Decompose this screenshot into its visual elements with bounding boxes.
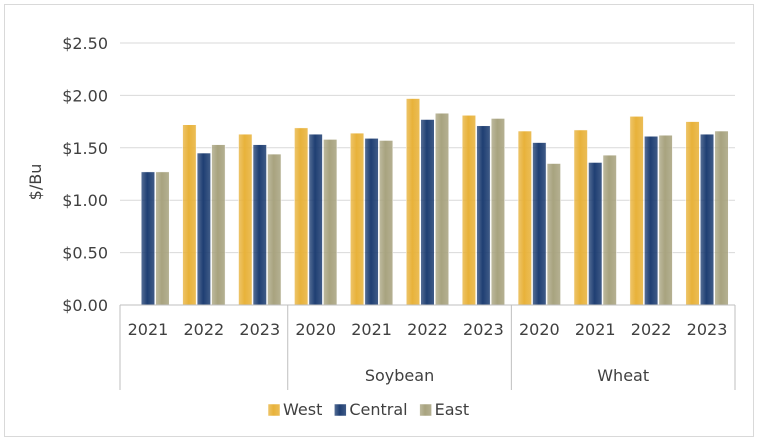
bar-east: [211, 144, 226, 306]
bar-west: [406, 98, 420, 306]
x-tick-label: 2021: [128, 320, 169, 339]
bar-west: [238, 133, 253, 306]
bar-west: [629, 116, 644, 306]
bar-central: [420, 119, 435, 306]
x-tick-label: 2022: [631, 320, 672, 339]
legend-swatch-west: [267, 403, 281, 417]
bar-east: [323, 139, 338, 306]
bar-west: [573, 129, 588, 306]
bar-chart: $0.00$0.50$1.00$1.50$2.00$2.50 2021 2022 2…: [26, 34, 736, 419]
bar-central: [700, 133, 715, 306]
bar-central: [476, 125, 491, 306]
bar-east: [546, 163, 561, 306]
y-axis: $0.00 $0.50 $1.00 $1.50 $2.00 $2.50: [62, 34, 108, 315]
legend-swatch-east: [419, 403, 432, 417]
x-tick-label: 2020: [295, 320, 336, 339]
bar-east: [490, 118, 505, 306]
bar-east: [435, 112, 449, 306]
bar-west: [517, 130, 532, 306]
bar-west: [350, 132, 365, 306]
bar-west: [294, 127, 309, 306]
bar-central: [364, 138, 379, 306]
x-tick-label: 2023: [687, 320, 728, 339]
group-label: Wheat: [597, 366, 649, 385]
bar-central: [196, 152, 211, 306]
bar-east: [714, 130, 729, 306]
y-tick-label: $2.50: [62, 34, 108, 53]
y-tick-label: $2.00: [62, 86, 108, 105]
x-axis: 2021 2022 2023 2020 2021 2022 2023 2020 2021 2022…: [119, 304, 736, 390]
y-tick-label: $1.50: [62, 139, 108, 158]
bar-west: [182, 124, 197, 306]
bars: [140, 98, 729, 306]
y-tick-label: $0.50: [62, 244, 108, 263]
x-tick-label: 2023: [239, 320, 280, 339]
group-label: Soybean: [365, 366, 434, 385]
chart-frame: $0.00 $0.50 $1.00 $1.50 $2.00 $2.50 2021 2022 2…: [4, 4, 754, 437]
bar-east: [379, 140, 394, 306]
bar-central: [588, 162, 603, 306]
bar-central: [252, 144, 267, 306]
bar-central: [308, 133, 323, 306]
bar-central: [140, 171, 155, 306]
bar-central: [644, 136, 659, 306]
y-tick-label: $1.00: [62, 191, 108, 210]
bar-east: [658, 134, 673, 306]
y-tick-label: $0.00: [62, 296, 108, 315]
bar-central: [532, 142, 547, 306]
x-tick-label: 2020: [519, 320, 560, 339]
x-tick-label: 2022: [407, 320, 448, 339]
bar-east: [267, 153, 282, 306]
legend-label-west: West: [283, 400, 322, 419]
legend: West Central East: [267, 400, 470, 419]
legend-swatch-central: [334, 403, 347, 417]
bar-east: [602, 154, 617, 306]
bar-west: [685, 121, 700, 306]
bar-west: [461, 115, 476, 306]
x-tick-label: 2022: [184, 320, 225, 339]
legend-label-central: Central: [349, 400, 407, 419]
x-tick-label: 2021: [575, 320, 616, 339]
legend-label-east: East: [435, 400, 470, 419]
y-axis-label: $/Bu: [26, 164, 45, 201]
x-tick-label: 2023: [463, 320, 504, 339]
bar-east: [155, 171, 170, 306]
x-tick-label: 2021: [351, 320, 392, 339]
